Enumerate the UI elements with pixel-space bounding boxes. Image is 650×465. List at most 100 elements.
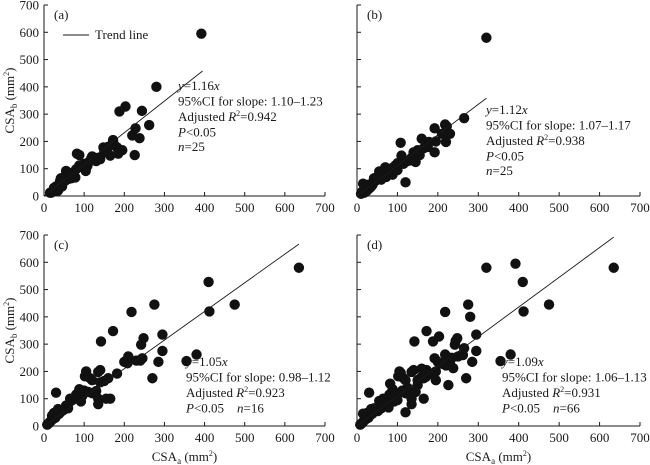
data-point — [157, 345, 168, 357]
x-tick-label: 400 — [509, 430, 529, 445]
data-point — [543, 299, 555, 310]
x-tick-label: 0 — [41, 200, 48, 215]
adjusted-r2: Adjusted R2=0.931 — [502, 385, 601, 400]
y-tick-label: 0 — [33, 419, 40, 434]
data-point — [429, 123, 440, 134]
y-axis-label-superscript: 2 — [2, 302, 11, 306]
r2-superscript: 2 — [236, 109, 240, 118]
data-point — [414, 149, 425, 161]
y-axis-label-subscript: b — [9, 333, 19, 338]
data-point — [126, 306, 137, 318]
data-point — [107, 138, 118, 150]
data-point — [105, 393, 116, 404]
data-point — [357, 178, 369, 189]
data-point — [481, 262, 492, 273]
data-point — [406, 366, 417, 378]
equation-x-var: x — [521, 102, 528, 117]
equation-slope: =1.16 — [184, 78, 215, 93]
x-tick-label: 300 — [155, 430, 175, 445]
x-axis-label-unit: (mm — [495, 449, 523, 464]
trend-line — [356, 97, 487, 197]
data-point — [400, 177, 411, 188]
equation-y-var: y — [184, 354, 192, 369]
data-point — [505, 349, 516, 360]
legend-label: Trend line — [95, 27, 149, 42]
slope-ci: 95%CI for slope: 1.06–1.13 — [502, 370, 647, 385]
trend-line — [43, 243, 300, 427]
y-axis-label-unit: (mm — [2, 76, 17, 104]
x-tick-label: 100 — [74, 200, 94, 215]
data-point — [416, 371, 427, 383]
data-point — [412, 379, 423, 391]
x-axis-label-main: CSA — [466, 449, 492, 464]
trend-line — [356, 236, 614, 427]
data-point — [357, 408, 369, 419]
r2-var: R — [235, 385, 244, 400]
data-point — [430, 374, 442, 386]
x-tick-label: 100 — [388, 200, 408, 215]
x-tick-label: 100 — [74, 430, 94, 445]
data-point — [191, 349, 202, 360]
p-value: <0.05 — [510, 401, 553, 416]
slope-ci: 95%CI for slope: 1.10–1.23 — [178, 94, 323, 109]
r2-prefix: Adjusted — [178, 109, 228, 124]
y-axis-label: CSAb (mm2) — [2, 298, 19, 364]
y-tick-label: 200 — [20, 364, 40, 379]
x-axis-label: CSAa (mm2) — [152, 449, 217, 465]
equation-x-var: x — [537, 354, 544, 369]
data-point — [136, 105, 148, 117]
equation-slope: =1.09 — [508, 354, 538, 369]
n-value: =16 — [244, 401, 265, 416]
x-tick-label: 400 — [195, 430, 215, 445]
x-tick-label: 300 — [469, 430, 489, 445]
data-point — [395, 137, 406, 148]
y-axis-label-superscript: 2 — [2, 72, 11, 76]
data-point — [510, 258, 521, 269]
data-point — [114, 106, 125, 117]
y-axis-label-unit: (mm — [2, 306, 17, 334]
x-tick-label: 700 — [315, 200, 335, 215]
data-point — [471, 329, 482, 340]
p-var: P — [501, 401, 510, 416]
data-point — [443, 379, 454, 391]
x-tick-label: 600 — [590, 200, 610, 215]
x-tick-label: 100 — [388, 430, 408, 445]
x-axis-label-superscript: 2 — [209, 449, 213, 458]
data-point — [471, 345, 482, 357]
y-axis-label-close: ) — [2, 298, 17, 302]
x-tick-label: 0 — [354, 430, 361, 445]
data-point — [392, 164, 403, 176]
y-axis-label-main: CSA — [2, 108, 17, 134]
data-point — [448, 362, 459, 374]
adjusted-r2: Adjusted R2=0.923 — [186, 385, 285, 400]
data-point — [396, 150, 407, 161]
data-point — [67, 170, 79, 181]
data-point — [440, 136, 452, 148]
p-var: P — [177, 125, 186, 140]
r2-prefix: Adjusted — [502, 385, 552, 400]
p-value-line: P<0.05 — [485, 149, 524, 164]
n-var: n — [178, 139, 185, 154]
equation-y-var: y — [500, 354, 508, 369]
x-tick-label: 0 — [41, 430, 48, 445]
data-points — [355, 32, 492, 200]
y-tick-label: 100 — [20, 391, 40, 406]
data-point — [495, 355, 506, 367]
panel-label: (a) — [54, 7, 68, 22]
data-point — [397, 385, 408, 396]
y-axis-label-subscript: b — [9, 103, 19, 108]
y-tick-label: 600 — [20, 25, 40, 40]
data-point — [92, 366, 104, 378]
x-tick-label: 500 — [235, 430, 255, 445]
equation-x-var: x — [213, 78, 220, 93]
x-tick-label: 600 — [275, 430, 295, 445]
y-tick-label: 700 — [20, 228, 40, 243]
equation-y-var: y — [484, 102, 492, 117]
r2-var: R — [551, 385, 560, 400]
data-point — [203, 276, 214, 288]
x-axis-label-superscript: 2 — [523, 449, 527, 458]
n-var: n — [237, 401, 244, 416]
r2-superscript: 2 — [244, 385, 248, 394]
data-point — [74, 149, 85, 161]
